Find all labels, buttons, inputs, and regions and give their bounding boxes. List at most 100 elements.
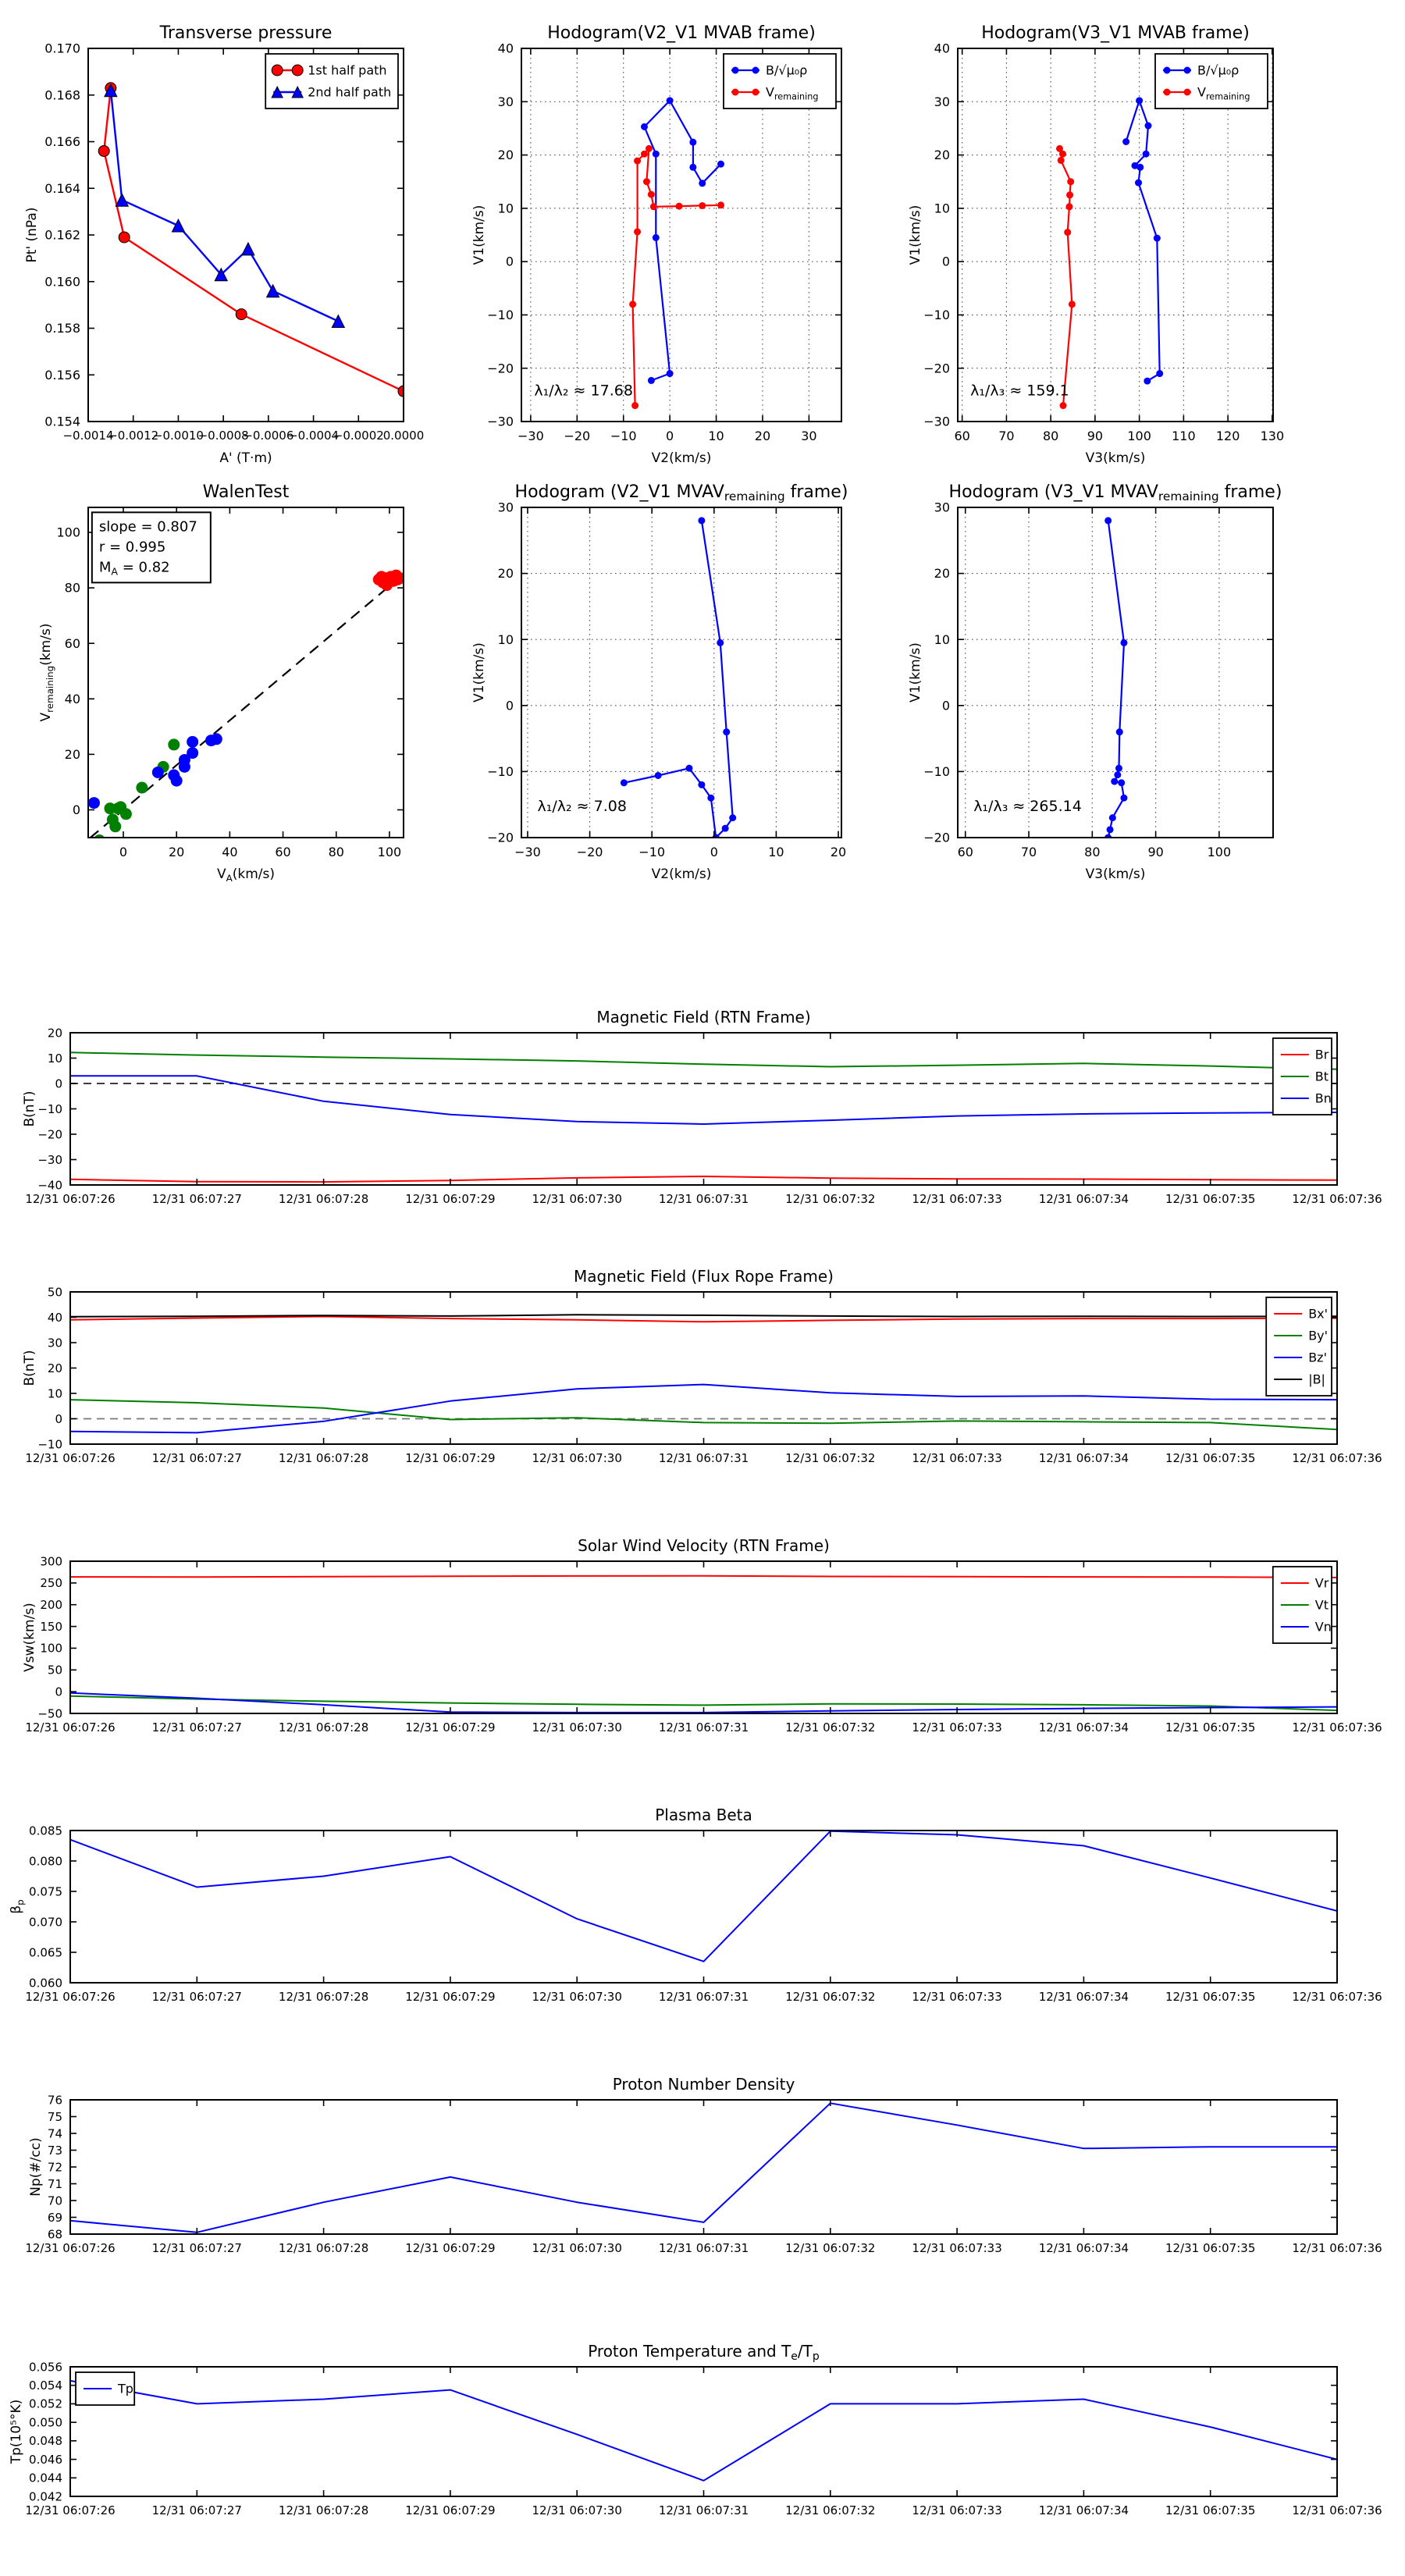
- circle-marker: [1142, 150, 1150, 158]
- series-Bt: [70, 1051, 1337, 1070]
- plot-area: [70, 1051, 1337, 1183]
- circle-marker: [210, 733, 222, 745]
- x-tick-label: −0.0006: [243, 429, 293, 443]
- circle-marker: [652, 233, 660, 241]
- series-1st-half-path: [98, 82, 404, 397]
- y-tick-label: 30: [498, 500, 514, 515]
- x-tick-label: 12/31 06:07:26: [25, 1720, 115, 1735]
- y-tick-label: 0: [55, 1412, 62, 1426]
- x-tick-label: 12/31 06:07:31: [659, 1990, 749, 2004]
- y-tick-label: 100: [56, 525, 80, 540]
- circle-marker: [1153, 234, 1161, 242]
- axes-frame: [69, 1560, 1338, 1714]
- x-tick-label: 12/31 06:07:33: [912, 2503, 1001, 2517]
- circle-marker: [1120, 794, 1128, 802]
- triangle-marker: [241, 241, 255, 256]
- axes-frame: [87, 507, 404, 838]
- x-tick-labels: 60 70 80 90 100 110 120 130: [954, 429, 1284, 443]
- axis-ticks: [69, 1560, 1338, 1714]
- x-tick-label: 12/31 06:07:34: [1039, 1451, 1129, 1465]
- y-tick-label: 80: [65, 581, 80, 596]
- triangle-marker: [291, 85, 304, 98]
- x-tick-label: 12/31 06:07:32: [785, 1192, 875, 1206]
- circle-marker: [291, 64, 304, 76]
- circle-marker: [136, 781, 148, 794]
- x-tick-label: 100: [1127, 429, 1151, 443]
- y-tick-label: 200: [40, 1598, 62, 1612]
- circle-marker: [698, 781, 706, 788]
- circle-marker: [652, 150, 660, 158]
- legend: B/√μ₀ρ Vremaining: [1154, 53, 1268, 109]
- y-tick-label: 0.080: [29, 1854, 62, 1868]
- y-axis-label: B(nT): [22, 1350, 37, 1386]
- x-tick-labels: 0 20 40 60 80 100: [119, 845, 401, 859]
- x-tick-label: 20: [831, 845, 846, 859]
- x-tick-label: 110: [1172, 429, 1196, 443]
- axis-ticks: [69, 1032, 1338, 1186]
- grid: [958, 507, 1273, 838]
- plasma-beta-plot: 12/31 06:07:26 12/31 06:07:27 12/31 06:07:…: [9, 1806, 1382, 2004]
- y-tick-labels: −30 −20 −10 0 10 20 30 40: [487, 41, 514, 429]
- circle-marker: [1114, 771, 1122, 779]
- series-line: [70, 2379, 1337, 2482]
- triangle-marker: [271, 85, 284, 98]
- x-tick-label: 12/31 06:07:28: [279, 2503, 368, 2517]
- y-tick-label: −20: [37, 1127, 62, 1141]
- x-axis-label: V3(km/s): [1086, 866, 1146, 882]
- x-axis-label: V3(km/s): [1086, 450, 1146, 466]
- x-tick-label: −0.0014: [62, 429, 113, 443]
- circle-marker: [187, 747, 199, 760]
- circle-marker: [170, 774, 183, 787]
- circle-marker: [1144, 377, 1151, 385]
- y-tick-label: 0.168: [44, 87, 80, 102]
- y-tick-label: 20: [48, 1361, 62, 1375]
- y-tick-label: 0.042: [29, 2489, 62, 2503]
- circle-marker: [109, 820, 122, 833]
- y-tick-label: 0.050: [29, 2415, 62, 2429]
- x-axis-label: V2(km/s): [652, 866, 712, 882]
- axes-frame: [69, 1830, 1338, 1984]
- series-line: [1058, 148, 1073, 406]
- x-tick-label: 12/31 06:07:34: [1039, 1720, 1129, 1735]
- circle-marker: [1068, 301, 1076, 308]
- x-tick-label: 12/31 06:07:36: [1292, 2503, 1382, 2517]
- x-tick-label: 12/31 06:07:34: [1039, 2241, 1129, 2255]
- x-tick-label: 12/31 06:07:31: [659, 2503, 749, 2517]
- x-tick-label: 12/31 06:07:34: [1039, 1990, 1129, 2004]
- x-tick-labels: 60 70 80 90 100: [958, 845, 1232, 859]
- series-line: [70, 1314, 1337, 1318]
- y-tick-labels: 0.060 0.065 0.070 0.075 0.080 0.085: [29, 1823, 62, 1990]
- axes-frame: [69, 2366, 1338, 2497]
- x-tick-label: 12/31 06:07:35: [1165, 1192, 1255, 1206]
- legend-label: Vn: [1315, 1620, 1332, 1635]
- y-tick-label: 60: [65, 636, 80, 651]
- axes-frame: [521, 48, 842, 422]
- y-tick-labels: −20 −10 0 10 20 30: [487, 500, 514, 845]
- circle-marker: [1135, 179, 1143, 187]
- x-tick-label: 0: [666, 429, 674, 443]
- series-v-hodogram: [620, 517, 737, 838]
- series-line: [631, 148, 721, 406]
- series-line: [70, 1051, 1337, 1070]
- x-tick-label: 12/31 06:07:33: [912, 2241, 1001, 2255]
- x-tick-label: 90: [1087, 429, 1103, 443]
- x-tick-label: 12/31 06:07:33: [912, 1990, 1001, 2004]
- circle-marker: [649, 203, 657, 211]
- circle-marker: [1065, 203, 1073, 211]
- circle-marker: [1067, 178, 1075, 186]
- series-Vr: [70, 1574, 1337, 1578]
- plot-area: [88, 569, 404, 838]
- y-tick-label: 0: [942, 254, 950, 269]
- y-tick-label: 10: [498, 201, 514, 215]
- axis-ticks: [521, 507, 841, 838]
- y-tick-label: 40: [48, 1311, 62, 1325]
- series-B-magnitude: [70, 1314, 1337, 1318]
- x-tick-label: 0: [710, 845, 718, 859]
- y-tick-label: 30: [934, 94, 950, 109]
- y-axis-label: V1(km/s): [471, 205, 487, 265]
- y-tick-label: −30: [487, 415, 514, 429]
- circle-marker: [699, 180, 706, 187]
- stats-line: r = 0.995: [99, 539, 165, 555]
- circle-marker: [271, 64, 283, 76]
